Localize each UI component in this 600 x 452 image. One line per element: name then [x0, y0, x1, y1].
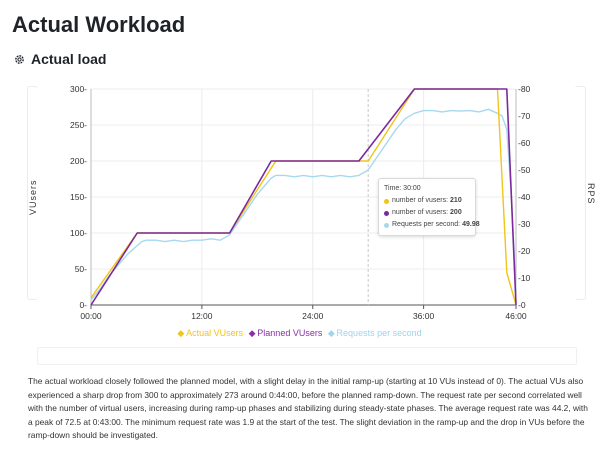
series-planned-vusers [90, 88, 517, 306]
y-right-tick-label: -10 [518, 273, 531, 283]
x-tick-label: 36:00 [413, 311, 435, 321]
tooltip-label-requests: Requests per second: [392, 221, 461, 228]
chart-footer-bar [37, 347, 577, 365]
y-right-tick-label: -40 [518, 192, 531, 202]
legend-item-planned[interactable]: ◆ Planned VUsers [248, 328, 323, 338]
x-tick-label: 46:00 [505, 311, 527, 321]
y-right-tick-label: -0 [518, 300, 526, 310]
legend-label-actual: Actual VUsers [186, 328, 244, 338]
tooltip-label-planned: number of vusers: [392, 209, 449, 216]
x-tick-label: 12:00 [191, 311, 213, 321]
legend-label-requests: Requests per second [336, 328, 422, 338]
y-right-tick-label: -70 [518, 111, 531, 121]
legend-item-actual[interactable]: ◆ Actual VUsers [177, 328, 244, 338]
tooltip-time: Time: 30:00 [384, 185, 421, 192]
section-title: Actual load [31, 51, 107, 67]
y-right-tick-label: -20 [518, 246, 531, 256]
left-axis-panel [27, 86, 38, 300]
chart-legend: ◆ Actual VUsers ◆ Planned VUsers ◆ Reque… [0, 328, 600, 339]
y-left-tick-label: 100- [70, 228, 87, 238]
right-axis-panel [575, 86, 586, 300]
y-right-tick-label: -50 [518, 165, 531, 175]
section-header: Actual load [14, 51, 106, 67]
x-tick-label: 00:00 [80, 311, 102, 321]
y-right-tick-label: -60 [518, 138, 531, 148]
legend-item-requests[interactable]: ◆ Requests per second [327, 328, 422, 338]
y-left-tick-label: 50- [75, 264, 87, 274]
y-left-tick-label: 300- [70, 84, 87, 94]
y-left-tick-label: 150- [70, 192, 87, 202]
tooltip-value-planned: 200 [450, 209, 462, 216]
tooltip-row-planned: number of vusers: 200 [384, 207, 470, 219]
chart-tooltip: Time: 30:00 number of vusers: 210 number… [378, 178, 480, 236]
y-left-tick-label: 0- [79, 300, 87, 310]
page-title: Actual Workload [12, 12, 186, 37]
gear-icon [14, 54, 25, 65]
y-left-tick-label: 200- [70, 156, 87, 166]
y-right-tick-label: -80 [518, 84, 531, 94]
y-left-tick-label: 250- [70, 120, 87, 130]
tooltip-row-actual: number of vusers: 210 [384, 195, 470, 207]
tooltip-dot-requests [384, 222, 389, 228]
workload-chart[interactable]: 0- 50- 100- 150- 200- 250- 300- -0 -10 -20 -30 -40 -… [0, 78, 600, 326]
summary-text: The actual workload closely followed the… [28, 376, 588, 441]
tooltip-value-actual: 210 [450, 197, 462, 204]
tooltip-dot-planned [384, 210, 389, 216]
y-right-tick-label: -30 [518, 219, 531, 229]
tooltip-label-actual: number of vusers: [392, 197, 449, 204]
series-requests-per-second [90, 108, 517, 301]
tooltip-value-requests: 49.98 [462, 221, 480, 228]
tooltip-row-requests: Requests per second: 49.98 [384, 219, 480, 231]
legend-label-planned: Planned VUsers [257, 328, 323, 338]
x-tick-label: 24:00 [302, 311, 324, 321]
tooltip-dot-actual [384, 198, 389, 204]
